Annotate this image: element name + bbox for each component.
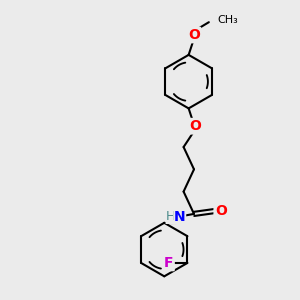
Text: O: O <box>215 204 227 218</box>
Text: H: H <box>166 210 176 224</box>
Text: N: N <box>174 210 185 224</box>
Text: CH₃: CH₃ <box>217 15 238 25</box>
Text: O: O <box>190 119 201 133</box>
Text: O: O <box>188 28 200 42</box>
Text: F: F <box>164 256 173 270</box>
